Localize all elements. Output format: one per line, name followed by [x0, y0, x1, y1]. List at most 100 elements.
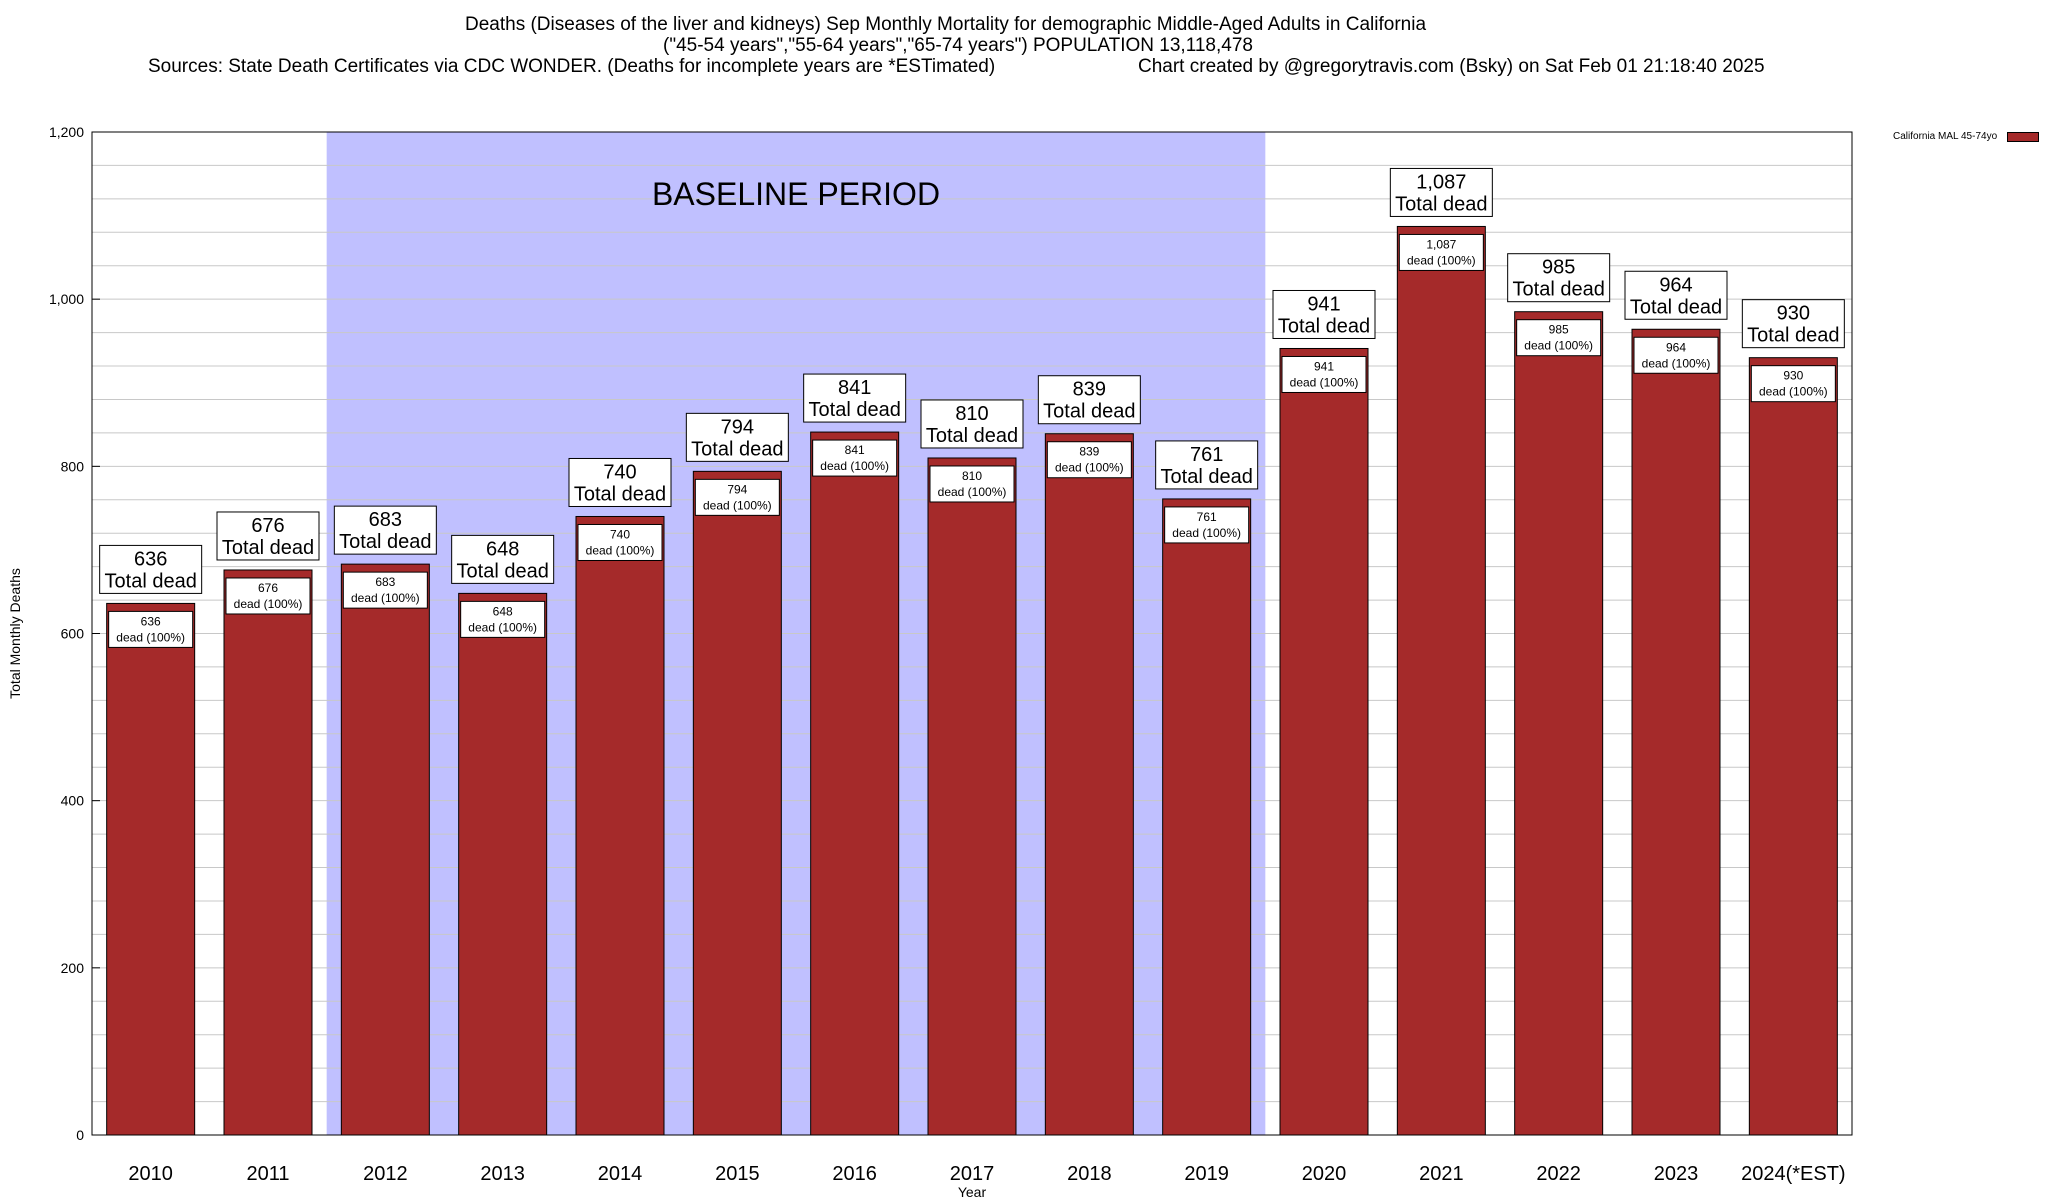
bar-inner-value-label: 810	[962, 469, 982, 483]
bar	[1279, 347, 1369, 1136]
bar-inner-value-label: 1,087	[1426, 237, 1456, 251]
bar-inner-percent-label: dead (100%)	[703, 498, 772, 512]
bar-top-total-label: Total dead	[926, 425, 1018, 447]
bar-inner-label-box	[577, 523, 663, 561]
y-tick-label: 1,200	[49, 124, 84, 140]
bar-inner-percent-label: dead (100%)	[1172, 526, 1241, 540]
bar	[692, 470, 782, 1136]
x-tick-label: 2017	[950, 1163, 995, 1185]
bar-inner-value-label: 676	[258, 581, 278, 595]
x-tick-label: 2016	[832, 1163, 877, 1185]
bar-inner-value-label: 636	[141, 614, 161, 628]
title-line-3-credit: Chart created by @gregorytravis.com (Bsk…	[1138, 56, 1765, 77]
bar-top-value-label: 636	[134, 548, 167, 570]
bar-top-label-box	[1155, 440, 1259, 490]
bar-inner-label-box	[812, 439, 898, 477]
bar-inner-percent-label: dead (100%)	[116, 630, 185, 644]
bar-top-total-label: Total dead	[1513, 279, 1605, 301]
y-tick-label: 1,000	[49, 291, 84, 307]
bar-inner-value-label: 648	[493, 604, 513, 618]
bar-inner-label-box	[108, 610, 194, 648]
bar-top-value-label: 941	[1307, 293, 1340, 315]
y-tick-label: 400	[61, 793, 85, 809]
bar-inner-percent-label: dead (100%)	[351, 591, 420, 605]
title-line-1: Deaths (Diseases of the liver and kidney…	[465, 14, 1427, 35]
bar-top-label-box	[451, 534, 555, 584]
x-tick-label: 2024(*EST)	[1741, 1163, 1846, 1185]
bar-inner-label-box	[1281, 355, 1367, 393]
bar-inner-label-box	[694, 478, 780, 516]
bar-top-label-box	[1037, 375, 1141, 425]
x-tick-label: 2010	[128, 1163, 173, 1185]
bar-top-value-label: 930	[1777, 303, 1810, 325]
x-tick-label: 2015	[715, 1163, 760, 1185]
bar-top-value-label: 794	[721, 416, 754, 438]
bar-top-label-box	[99, 544, 203, 594]
bar-top-value-label: 676	[251, 515, 284, 537]
bar-inner-value-label: 930	[1783, 369, 1803, 383]
bar-inner-value-label: 839	[1079, 445, 1099, 459]
bar	[1514, 311, 1604, 1136]
bar-top-value-label: 740	[603, 461, 636, 483]
bar-inner-label-box	[342, 571, 428, 609]
bar-top-total-label: Total dead	[457, 560, 549, 582]
x-tick-label: 2013	[480, 1163, 525, 1185]
x-tick-label: 2019	[1184, 1163, 1229, 1185]
x-axis-label: Year	[958, 1184, 987, 1200]
bar-top-label-box	[803, 373, 907, 423]
bar-top-label-box	[1272, 289, 1376, 339]
bar-inner-label-box	[1516, 319, 1602, 357]
bar-inner-value-label: 964	[1666, 340, 1686, 354]
bar-top-value-label: 839	[1073, 379, 1106, 401]
legend: California MAL 45-74yo	[1893, 131, 2040, 142]
bar-inner-percent-label: dead (100%)	[1055, 461, 1124, 475]
bar	[1396, 225, 1486, 1136]
bar-inner-percent-label: dead (100%)	[1524, 339, 1593, 353]
bar	[575, 515, 665, 1136]
bar-inner-percent-label: dead (100%)	[1290, 375, 1359, 389]
y-tick-label: 200	[61, 960, 85, 976]
bar-top-label-box	[685, 412, 789, 462]
bar-top-total-label: Total dead	[1278, 315, 1370, 337]
bar-inner-label-box	[1750, 365, 1836, 403]
y-axis-label: Total Monthly Deaths	[7, 568, 23, 699]
bar-top-label-box	[1507, 253, 1611, 303]
bar-inner-percent-label: dead (100%)	[1759, 385, 1828, 399]
bar-top-label-box	[1741, 299, 1845, 349]
bar-inner-percent-label: dead (100%)	[1407, 253, 1476, 267]
y-tick-label: 800	[61, 458, 85, 474]
bar-inner-label-box	[1046, 441, 1132, 479]
bar	[810, 431, 900, 1136]
bar-top-value-label: 810	[955, 403, 988, 425]
bar-inner-label-box	[1164, 506, 1250, 544]
bar-top-total-label: Total dead	[691, 438, 783, 460]
bar-top-total-label: Total dead	[1161, 466, 1253, 488]
bar	[223, 569, 313, 1136]
bar-top-total-label: Total dead	[105, 570, 197, 592]
bar-top-label-box	[1624, 270, 1728, 320]
x-tick-label: 2011	[246, 1163, 289, 1185]
bar-top-total-label: Total dead	[1043, 401, 1135, 423]
bar	[106, 602, 196, 1136]
bar	[1044, 433, 1134, 1136]
x-tick-label: 2020	[1302, 1163, 1347, 1185]
x-tick-label: 2022	[1536, 1163, 1581, 1185]
x-tick-label: 2012	[363, 1163, 408, 1185]
bar-inner-label-box	[225, 577, 311, 615]
y-tick-label: 600	[61, 626, 85, 642]
bar-top-value-label: 761	[1190, 444, 1223, 466]
x-tick-label: 2018	[1067, 1163, 1112, 1185]
bar-inner-percent-label: dead (100%)	[468, 620, 537, 634]
bar-inner-percent-label: dead (100%)	[938, 485, 1007, 499]
bar-inner-label-box	[1398, 233, 1484, 271]
bar	[1631, 328, 1721, 1136]
bar-top-total-label: Total dead	[809, 399, 901, 421]
bar-inner-label-box	[1633, 336, 1719, 374]
bar	[927, 457, 1017, 1136]
bar-top-value-label: 841	[838, 377, 871, 399]
bar-inner-percent-label: dead (100%)	[1642, 356, 1711, 370]
title-line-2: ("45-54 years","55-64 years","65-74 year…	[663, 35, 1253, 56]
bar-inner-percent-label: dead (100%)	[586, 543, 655, 557]
bar-top-value-label: 648	[486, 538, 519, 560]
